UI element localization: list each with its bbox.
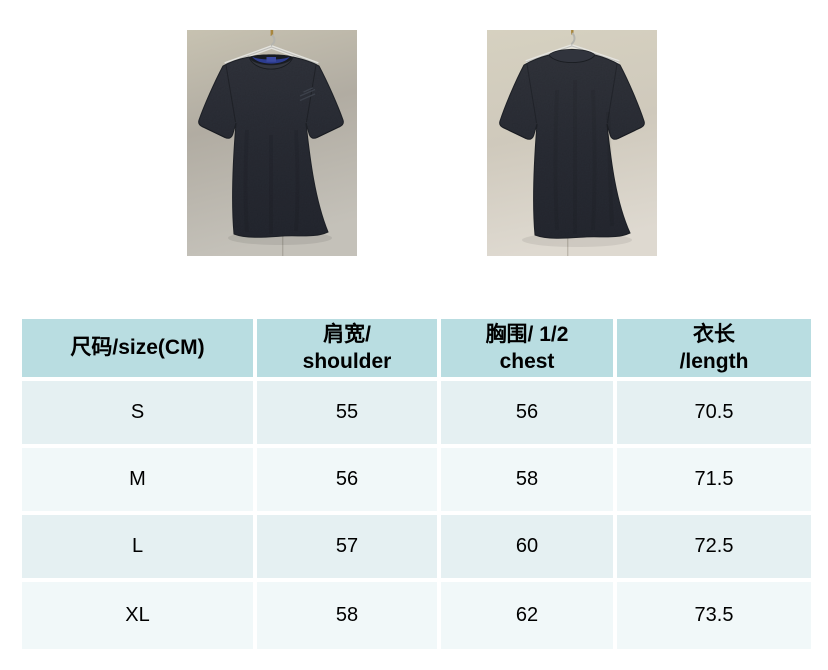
header-size: 尺码/size(CM) <box>22 319 257 381</box>
table-row: XL 58 62 73.5 <box>22 582 811 649</box>
collar-label <box>266 57 276 62</box>
header-shoulder-en: shoulder <box>302 350 392 373</box>
header-chest: 胸围/ 1/2 chest <box>441 319 617 381</box>
chest-cell: 56 <box>441 381 617 448</box>
size-cell: S <box>22 381 257 448</box>
shoulder-cell: 55 <box>257 381 441 448</box>
size-cell: L <box>22 515 257 582</box>
shoulder-cell: 56 <box>257 448 441 515</box>
hanger-icon <box>525 30 620 64</box>
shoulder-cell: 58 <box>257 582 441 649</box>
chest-cell: 60 <box>441 515 617 582</box>
header-shoulder: 肩宽/ shoulder <box>257 319 441 381</box>
header-length: 衣长 /length <box>617 319 811 381</box>
product-photo-back <box>487 30 657 256</box>
size-table: 尺码/size(CM) 肩宽/ shoulder 胸围/ 1/2 chest 衣… <box>22 319 811 649</box>
header-size-label: 尺码/size(CM) <box>70 336 205 360</box>
header-chest-cn: 胸围/ 1/2 <box>485 322 569 346</box>
length-cell: 72.5 <box>617 515 811 582</box>
product-photo-front <box>187 30 357 256</box>
tshirt-back-image <box>487 30 657 256</box>
hanger-icon <box>224 30 319 66</box>
table-header-row: 尺码/size(CM) 肩宽/ shoulder 胸围/ 1/2 chest 衣… <box>22 319 811 381</box>
tshirt-front-image <box>187 30 357 256</box>
chest-cell: 58 <box>441 448 617 515</box>
size-cell: M <box>22 448 257 515</box>
table-row: S 55 56 70.5 <box>22 381 811 448</box>
header-length-en: /length <box>679 350 749 373</box>
length-cell: 71.5 <box>617 448 811 515</box>
header-length-cn: 衣长 <box>693 322 735 346</box>
header-shoulder-cn: 肩宽/ <box>323 322 371 346</box>
header-chest-en: chest <box>499 350 555 373</box>
size-cell: XL <box>22 582 257 649</box>
length-cell: 70.5 <box>617 381 811 448</box>
table-row: M 56 58 71.5 <box>22 448 811 515</box>
length-cell: 73.5 <box>617 582 811 649</box>
chest-cell: 62 <box>441 582 617 649</box>
table-row: L 57 60 72.5 <box>22 515 811 582</box>
shoulder-cell: 57 <box>257 515 441 582</box>
